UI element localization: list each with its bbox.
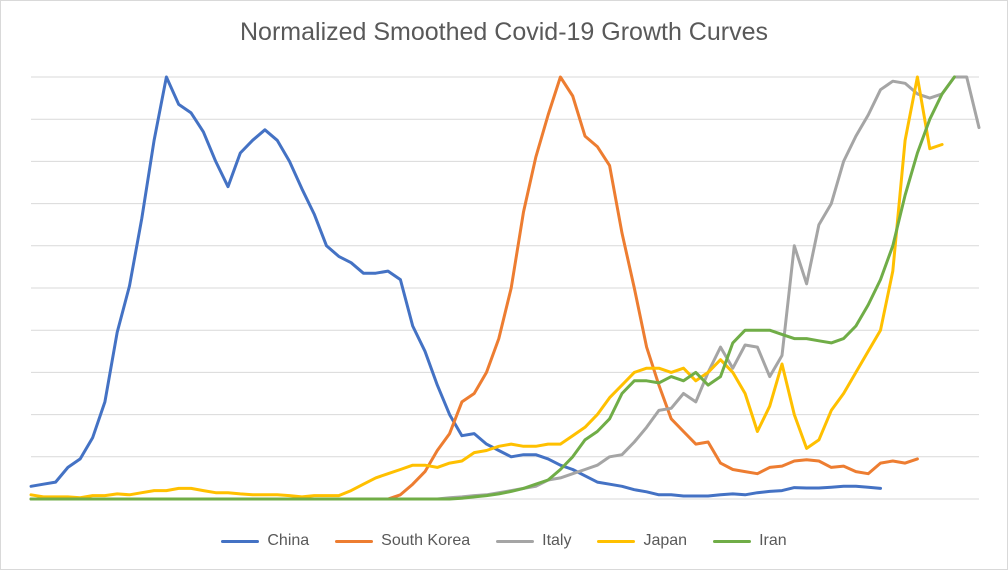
legend-item-japan: Japan [597, 532, 687, 550]
legend-label: South Korea [381, 532, 471, 549]
chart-title: Normalized Smoothed Covid-19 Growth Curv… [240, 18, 768, 46]
legend-item-italy: Italy [496, 532, 571, 550]
legend-label: Iran [759, 532, 787, 549]
legend-swatch [496, 539, 535, 543]
series-line-china [29, 75, 882, 498]
series-lines [29, 75, 981, 501]
legend-item-south-korea: South Korea [335, 532, 470, 550]
legend-label: Italy [542, 532, 572, 549]
legend-label: China [267, 532, 310, 549]
gridlines [31, 76, 979, 500]
legend-item-china: China [221, 532, 309, 550]
legend-swatch [335, 539, 374, 543]
legend-item-iran: Iran [713, 532, 787, 550]
legend: China South Korea Italy Japan Iran [1, 529, 1007, 553]
legend-label: Japan [643, 532, 688, 549]
legend-swatch [221, 539, 260, 543]
legend-swatch [597, 539, 636, 543]
series-line-iran [29, 75, 956, 501]
series-line-japan [29, 75, 944, 500]
plot-area [29, 75, 981, 501]
legend-swatch [713, 539, 752, 543]
